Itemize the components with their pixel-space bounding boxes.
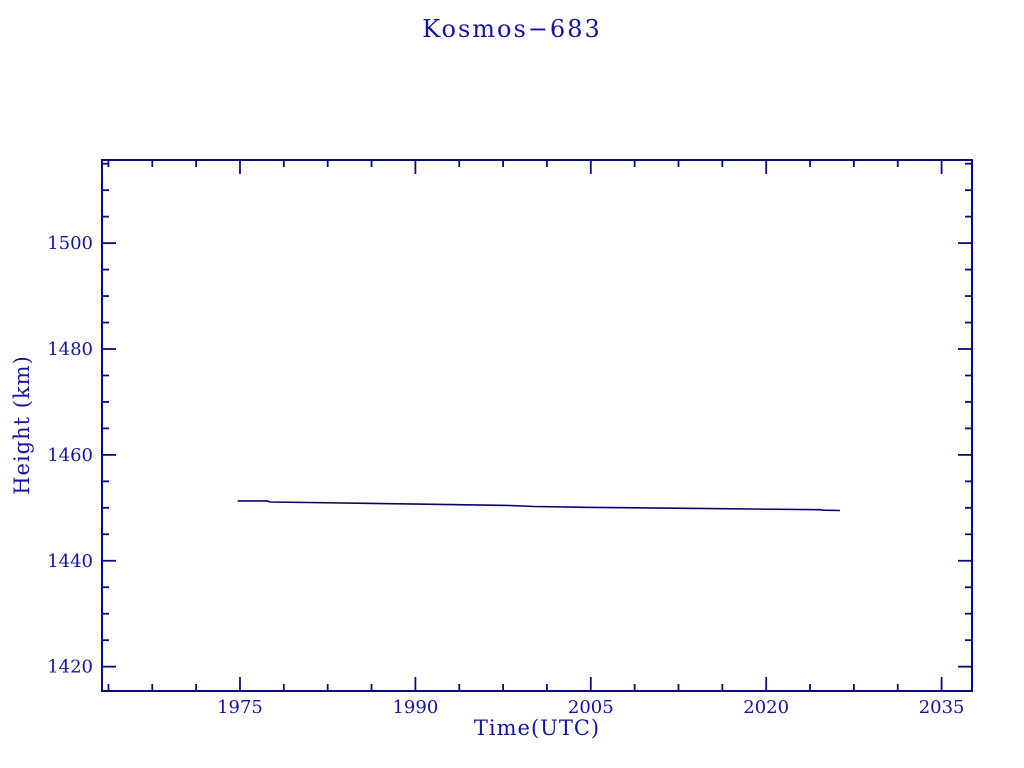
y-tick-label: 1420: [47, 657, 93, 678]
chart-title: Kosmos−683: [422, 15, 602, 43]
plot-frame: [101, 159, 973, 692]
y-tick-label: 1500: [47, 233, 93, 254]
y-axis-label: Height (km): [10, 355, 34, 495]
x-tick-label: 1975: [217, 697, 263, 718]
x-axis-label: Time(UTC): [473, 716, 601, 740]
y-tick-label: 1440: [47, 551, 93, 572]
x-tick-label: 2005: [568, 697, 614, 718]
y-tick-label: 1460: [47, 445, 93, 466]
height-history-line: [237, 500, 840, 512]
x-tick-label: 1990: [392, 697, 438, 718]
x-tick-label: 2020: [743, 697, 789, 718]
x-tick-label: 2035: [919, 697, 965, 718]
y-tick-label: 1480: [47, 339, 93, 360]
